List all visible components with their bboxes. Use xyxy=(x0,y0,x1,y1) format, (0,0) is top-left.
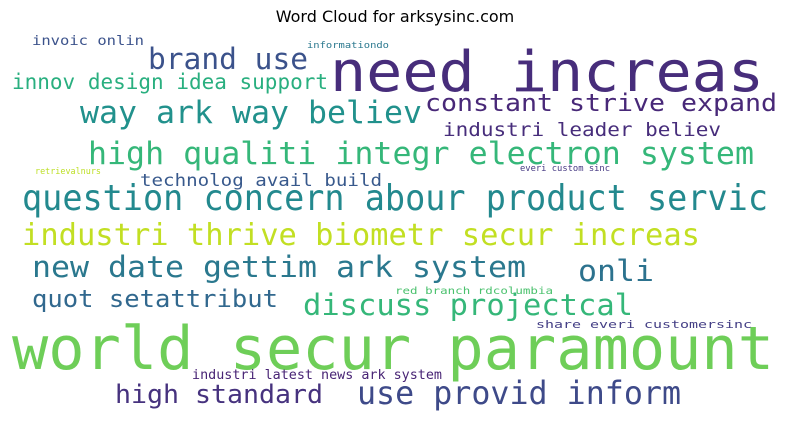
word-innov-design-idea-support: innov design idea support xyxy=(12,70,328,94)
word-quot-setattribut: quot setattribut xyxy=(32,285,278,313)
word-share-everi-customersinc: share everi customersinc xyxy=(536,318,752,331)
word-world-secur-paramount: world secur paramount xyxy=(12,314,774,384)
word-red-branch-rdcolumbia: red branch rdcolumbia xyxy=(395,286,553,297)
word-invoic-onlin: invoic onlin xyxy=(32,34,144,49)
word-need-increas: need increas xyxy=(330,40,764,105)
word-onli: onli xyxy=(578,254,654,288)
word-retrievalnurs: retrievalnurs xyxy=(35,167,101,177)
word-industri-thrive-biometr-secur-increas: industri thrive biometr secur increas xyxy=(22,218,700,253)
word-technolog-avail-build: technolog avail build xyxy=(140,171,382,191)
chart-title: Word Cloud for arksysinc.com xyxy=(275,7,515,26)
word-use-provid-inform: use provid inform xyxy=(357,374,681,412)
word-high-standard: high standard xyxy=(115,380,323,410)
word-way-ark-way-believ: way ark way believ xyxy=(80,95,422,131)
word-industri-latest-news-ark-system: industri latest news ark system xyxy=(192,368,442,383)
word-question-concern-abour-product-servic: question concern abour product servic xyxy=(22,178,768,219)
word-discuss-projectcal: discuss projectcal xyxy=(303,288,633,322)
word-high-qualiti-integr-electron-system: high qualiti integr electron system xyxy=(88,136,754,172)
word-everi-custom-sinc: everi custom sinc xyxy=(520,164,610,174)
word-new-date-gettim-ark-system: new date gettim ark system xyxy=(32,250,526,284)
word-constant-strive-expand: constant strive expand xyxy=(425,89,777,117)
word-informationdo: informationdo xyxy=(307,41,389,51)
word-brand-use: brand use xyxy=(148,42,308,76)
word-industri-leader-believ: industri leader believ xyxy=(443,119,721,141)
